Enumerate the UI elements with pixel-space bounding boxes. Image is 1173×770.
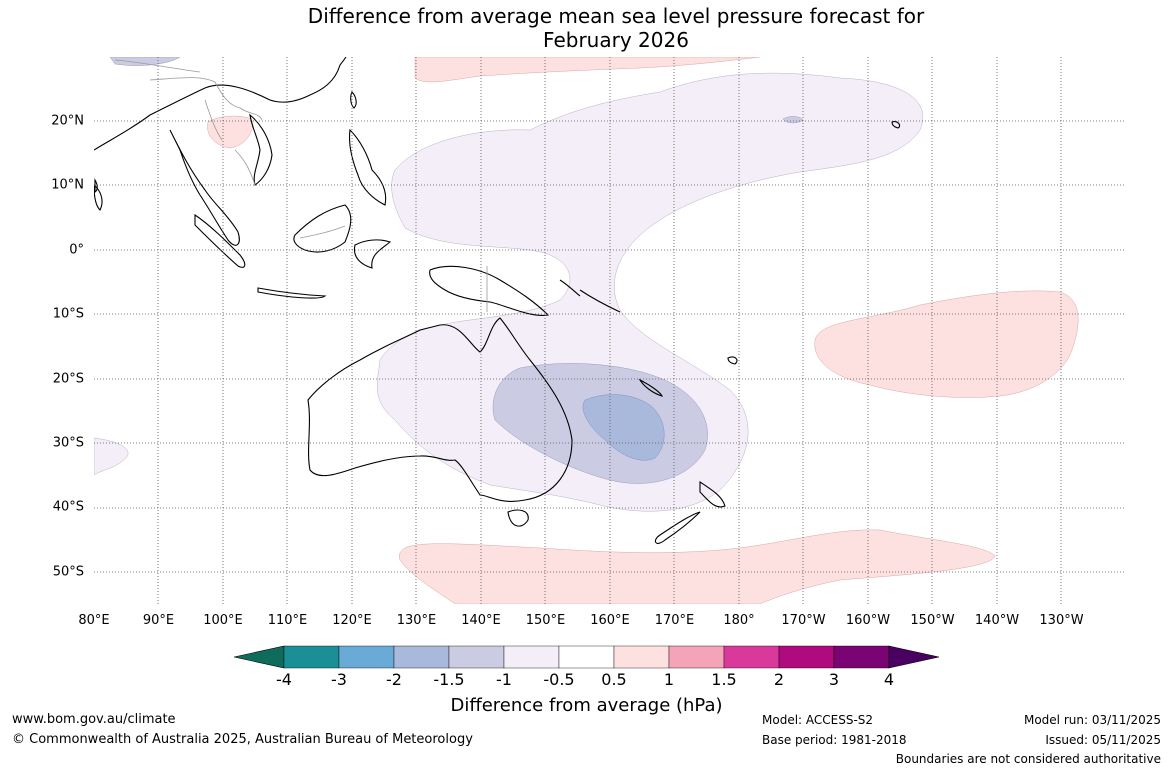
coast-india [94,184,103,211]
coast-sri-lanka [94,178,98,194]
coast-new-caledonia [638,378,664,397]
longitude-label: 140°E [461,613,501,628]
longitude-label: 80°E [78,613,110,628]
anomaly-region-pos-05-pacific [814,290,1079,398]
anomaly-region-pos-05-asia [207,115,253,149]
colorbar-tick-label: 2 [773,670,785,689]
latitude-label: 20°S [52,371,84,387]
anomaly-region-pos-05-south [398,529,996,604]
longitude-label: 160°W [845,613,891,628]
latitude-label: 50°S [52,564,84,580]
colorbar-segment [833,645,890,669]
longitude-label: 160°E [590,613,630,628]
colorbar-tick-label: 1.5 [711,670,737,689]
colorbar-segment [558,645,615,669]
colorbar-tick-label: 3 [828,670,840,689]
coastlines [94,57,901,544]
colorbar-tick-label: -1.5 [433,670,465,689]
colorbar-segment [613,645,670,669]
latitude-label: 40°S [52,499,84,515]
coast-taiwan [350,91,357,109]
colorbar-segment [448,645,505,669]
coast-australia [307,317,573,502]
longitude-label: 110°E [267,613,308,628]
anomaly-region-neg-05-west [94,437,129,476]
coast-asia-mainland [94,57,347,246]
longitude-label: 130°E [396,613,437,628]
colorbar-tick-label: 0.5 [601,670,627,689]
longitude-label: 170°E [654,613,695,628]
colorbar-segment [503,645,560,669]
colorbar-segment [723,645,780,669]
coast-sulawesi [353,239,392,269]
anomaly-region-neg-15 [582,394,665,461]
footer-website: www.bom.gov.au/climate [12,712,176,727]
boundary-borneo [299,225,346,239]
coast-tasmania [507,509,529,527]
coast-philippines [348,128,387,206]
country-boundaries [114,59,488,312]
graticule [94,57,1126,604]
colorbar-tick-label: -2 [386,670,402,689]
longitude-label: 100°E [203,613,243,628]
colorbar-tick-label: 1 [663,670,675,689]
colorbar-segment [338,645,395,669]
colorbar-title: Difference from average (hPa) [450,695,723,716]
map-title: Difference from average mean sea level p… [0,4,1173,52]
coast-new-zealand [654,480,726,544]
longitude-label: 180° [723,613,755,628]
footer-model-run: Model run: 03/11/2025 [1023,713,1161,727]
boundary-indochina [114,59,263,186]
footer-disclaimer: Boundaries are not considered authoritat… [895,752,1161,766]
coast-borneo [293,204,352,253]
latitude-label: 0° [69,242,84,258]
longitude-label: 140°W [974,613,1020,628]
colorbar-extend-low [233,645,285,669]
longitude-label: 170°W [781,613,826,628]
coast-fiji [727,356,738,365]
coast-hawaii [891,121,901,129]
map-plot [94,57,1126,604]
title-line-1: Difference from average mean sea level p… [307,4,925,28]
colorbar-tick-label: 4 [883,670,895,689]
colorbar-tick-label: -4 [276,670,292,689]
coast-sumatra [194,213,246,268]
longitude-label: 150°W [910,613,955,628]
coast-java [257,287,327,299]
longitude-label: 90°E [142,613,175,628]
footer-base-period: Base period: 1981-2018 [762,733,907,747]
colorbar-tick-label: -1 [496,670,512,689]
colorbar-segment [778,645,835,669]
title-line-2: February 2026 [543,28,689,52]
colorbar [233,645,940,669]
colorbar-tick-label: -3 [331,670,347,689]
latitude-label: 10°N [51,177,84,193]
footer-copyright: © Commonwealth of Australia 2025, Austra… [12,732,473,747]
coast-new-guinea [429,265,550,316]
footer-model: Model: ACCESS-S2 [762,713,874,727]
longitude-label: 120°E [332,613,372,628]
colorbar-segment [283,645,340,669]
footer-issued: Issued: 05/11/2025 [1045,733,1161,747]
latitude-label: 10°S [52,306,84,322]
colorbar-segment [668,645,725,669]
longitude-label: 150°E [525,613,566,628]
latitude-label: 30°S [52,435,84,451]
longitude-label: 130°W [1039,613,1084,628]
colorbar-extend-high [888,645,940,669]
colorbar-tick-label: -0.5 [543,670,575,689]
coast-vanuatu-solomons [559,279,621,313]
colorbar-segment [393,645,450,669]
latitude-label: 20°N [51,113,84,129]
